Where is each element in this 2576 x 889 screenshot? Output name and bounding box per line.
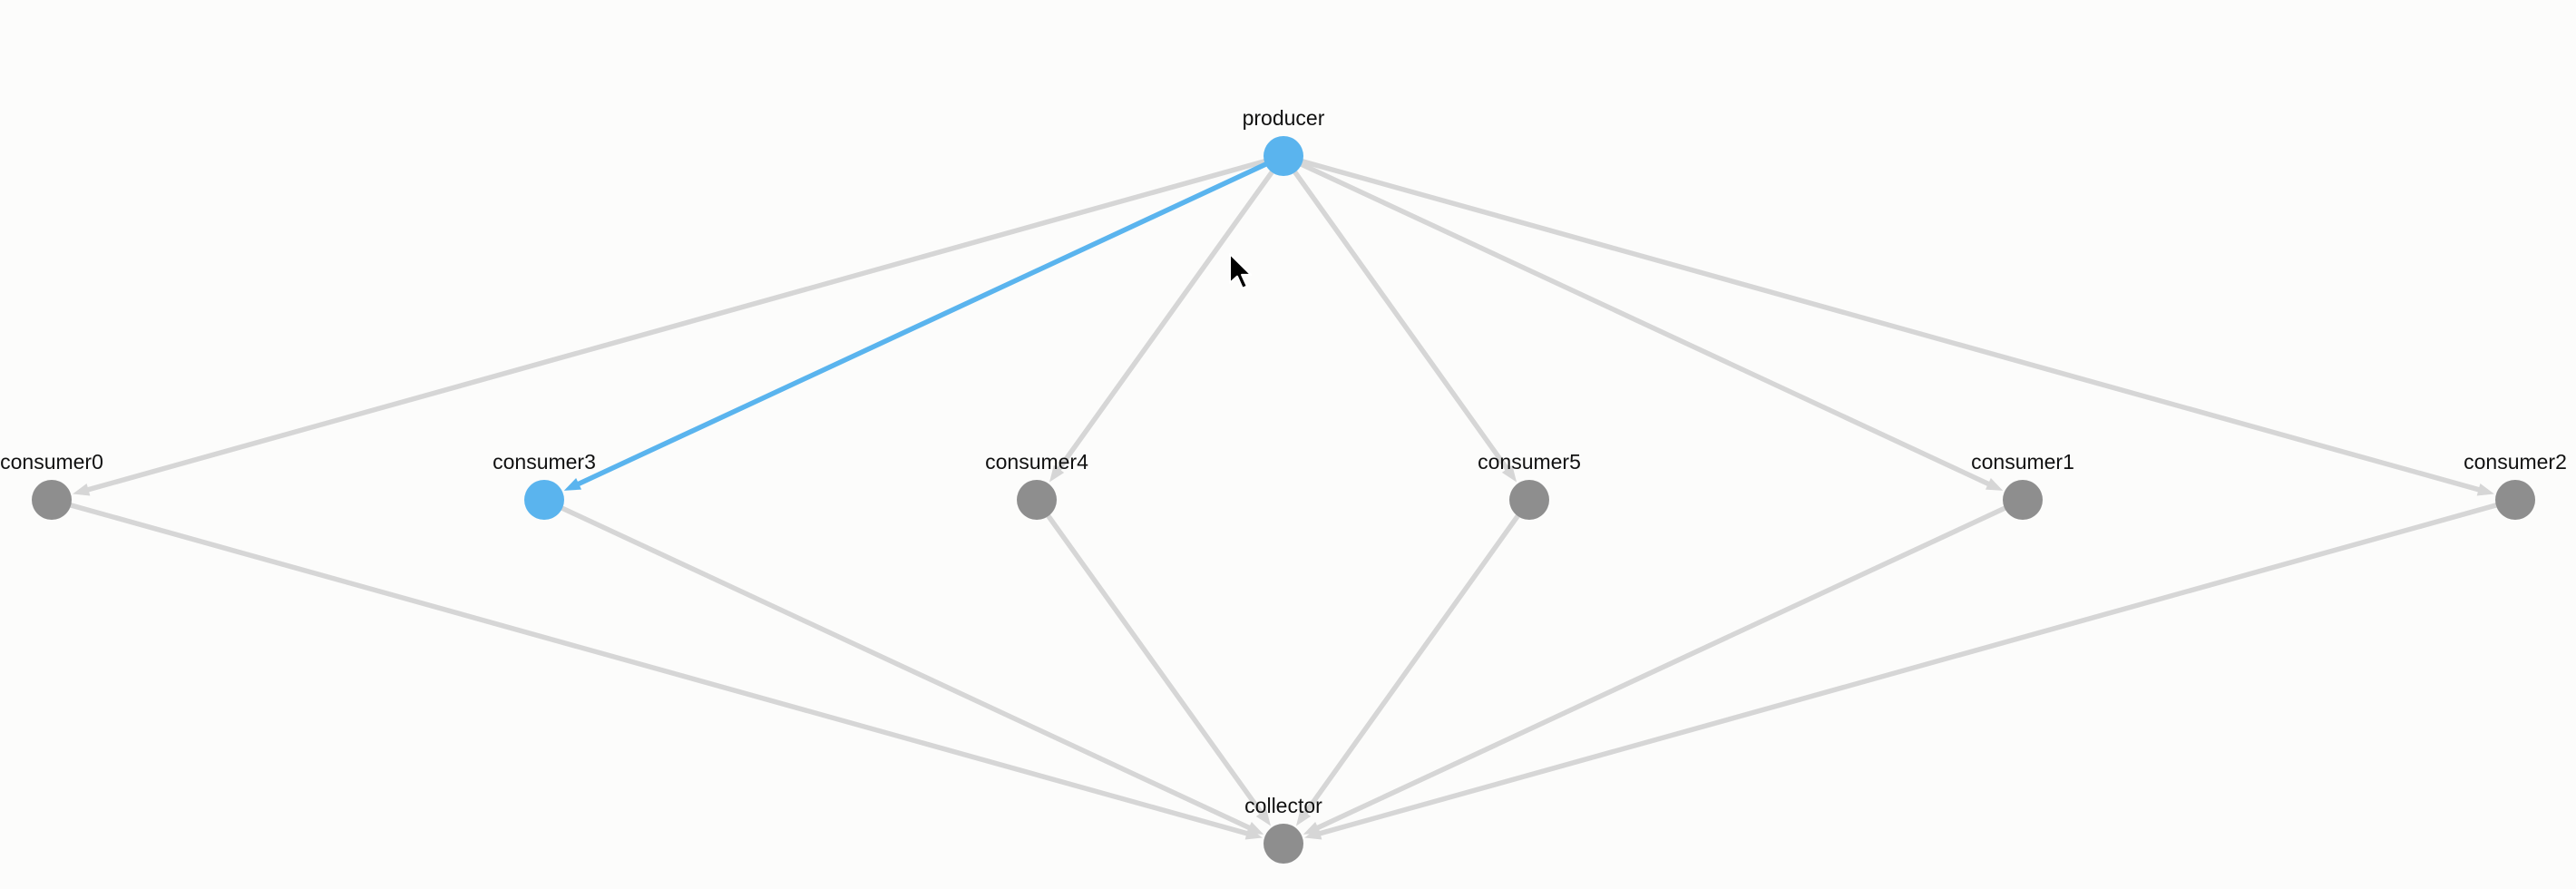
- edge-arrowhead: [1985, 477, 2004, 491]
- node-label: consumer4: [985, 450, 1088, 474]
- edge-line[interactable]: [68, 503, 1255, 838]
- edge-line[interactable]: [1310, 505, 2007, 833]
- node-circle[interactable]: [1264, 824, 1303, 864]
- node-consumer3[interactable]: consumer3: [493, 450, 596, 520]
- edge-producer-to-consumer1[interactable]: [1299, 161, 2004, 491]
- edge-consumer5-to-collector[interactable]: [1295, 513, 1520, 826]
- edge-producer-to-consumer5[interactable]: [1293, 170, 1517, 483]
- mouse-pointer-icon: [1228, 252, 1253, 289]
- node-label: consumer1: [1971, 450, 2074, 474]
- node-circle[interactable]: [524, 480, 564, 520]
- node-circle[interactable]: [2003, 480, 2043, 520]
- node-label: producer: [1243, 106, 1325, 130]
- node-label: consumer2: [2464, 450, 2567, 474]
- edge-line[interactable]: [1053, 170, 1274, 476]
- edge-producer-to-consumer2[interactable]: [1300, 159, 2494, 496]
- node-circle[interactable]: [1017, 480, 1057, 520]
- node-consumer1[interactable]: consumer1: [1971, 450, 2074, 520]
- edge-consumer3-to-collector[interactable]: [560, 505, 1264, 835]
- edge-line[interactable]: [1300, 513, 1520, 820]
- edge-arrowhead: [1245, 821, 1264, 835]
- edge-arrowhead: [563, 477, 582, 491]
- nodes-layer: producer consumer0 consumer3 consumer4 consu…: [0, 106, 2567, 864]
- edge-line[interactable]: [1046, 513, 1267, 820]
- edge-line[interactable]: [1299, 161, 1996, 489]
- edge-line[interactable]: [80, 159, 1267, 494]
- edges-layer: [68, 159, 2499, 840]
- node-consumer2[interactable]: consumer2: [2464, 450, 2567, 520]
- edge-consumer4-to-collector[interactable]: [1046, 513, 1272, 826]
- edge-line[interactable]: [571, 161, 1268, 489]
- edge-producer-to-consumer4[interactable]: [1049, 170, 1274, 483]
- edge-producer-to-consumer0[interactable]: [73, 159, 1267, 496]
- node-consumer5[interactable]: consumer5: [1478, 450, 1581, 520]
- node-consumer4[interactable]: consumer4: [985, 450, 1088, 520]
- node-collector[interactable]: collector: [1244, 794, 1322, 864]
- node-producer[interactable]: producer: [1243, 106, 1325, 176]
- edge-arrowhead: [1304, 826, 1322, 840]
- edge-line[interactable]: [1293, 170, 1513, 476]
- edge-arrowhead: [1255, 808, 1272, 826]
- edge-line[interactable]: [1300, 159, 2487, 494]
- edge-arrowhead: [73, 483, 91, 496]
- edge-arrowhead: [2476, 483, 2494, 496]
- edge-arrowhead: [1049, 464, 1065, 483]
- node-label: consumer3: [493, 450, 596, 474]
- node-label: collector: [1244, 794, 1322, 817]
- edge-arrowhead: [1501, 464, 1517, 483]
- edge-consumer2-to-collector[interactable]: [1304, 503, 2499, 840]
- node-circle[interactable]: [1264, 136, 1303, 176]
- node-circle[interactable]: [1509, 480, 1549, 520]
- node-circle[interactable]: [2495, 480, 2535, 520]
- node-circle[interactable]: [32, 480, 72, 520]
- edge-arrowhead: [1295, 808, 1312, 826]
- edge-line[interactable]: [560, 505, 1257, 833]
- node-consumer0[interactable]: consumer0: [0, 450, 103, 520]
- node-label: consumer5: [1478, 450, 1581, 474]
- node-label: consumer0: [0, 450, 103, 474]
- edge-producer-to-consumer3[interactable]: [563, 161, 1268, 491]
- edge-line[interactable]: [1312, 503, 2499, 838]
